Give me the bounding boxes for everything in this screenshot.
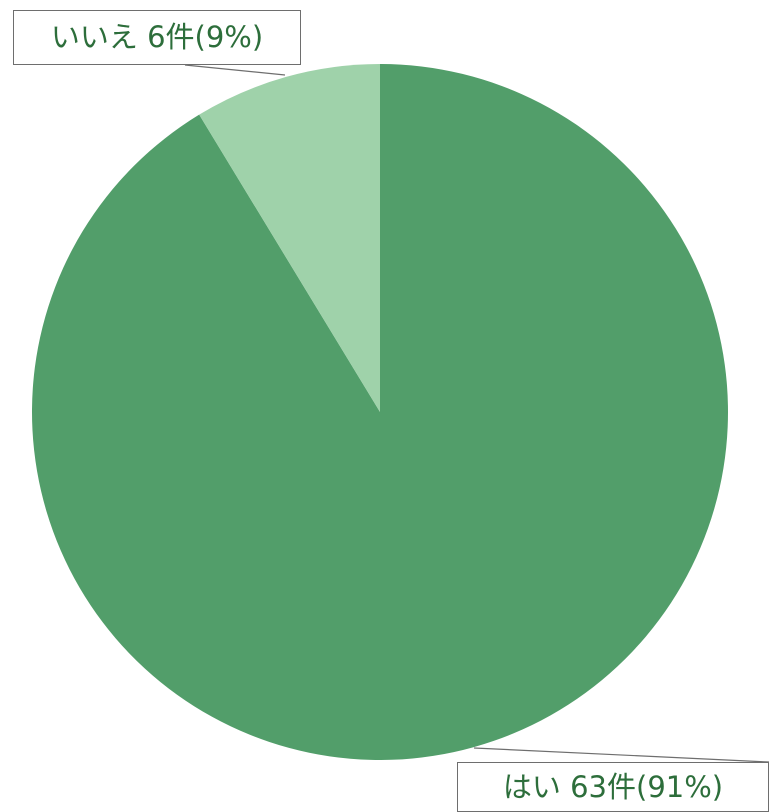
data-label-no-text: いいえ 6件(9%) [51,23,263,52]
slice-percent-no: (9%) [194,20,264,54]
slice-label-no: いいえ [50,20,138,54]
pie-slices [32,64,729,760]
leader-line-yes [473,747,769,763]
slice-count-no: 6件 [147,20,195,54]
pie-slice-no [199,64,380,412]
slice-label-yes: はい [502,769,561,804]
slice-count-yes: 63件 [570,769,637,804]
leader-lines [184,64,769,763]
data-label-yes: はい 63件(91%) [457,762,769,812]
leader-line-no [184,64,286,76]
data-label-yes-text: はい 63件(91%) [502,769,724,804]
slice-percent-yes: (91%) [636,769,724,804]
data-label-no: いいえ 6件(9%) [13,10,301,65]
